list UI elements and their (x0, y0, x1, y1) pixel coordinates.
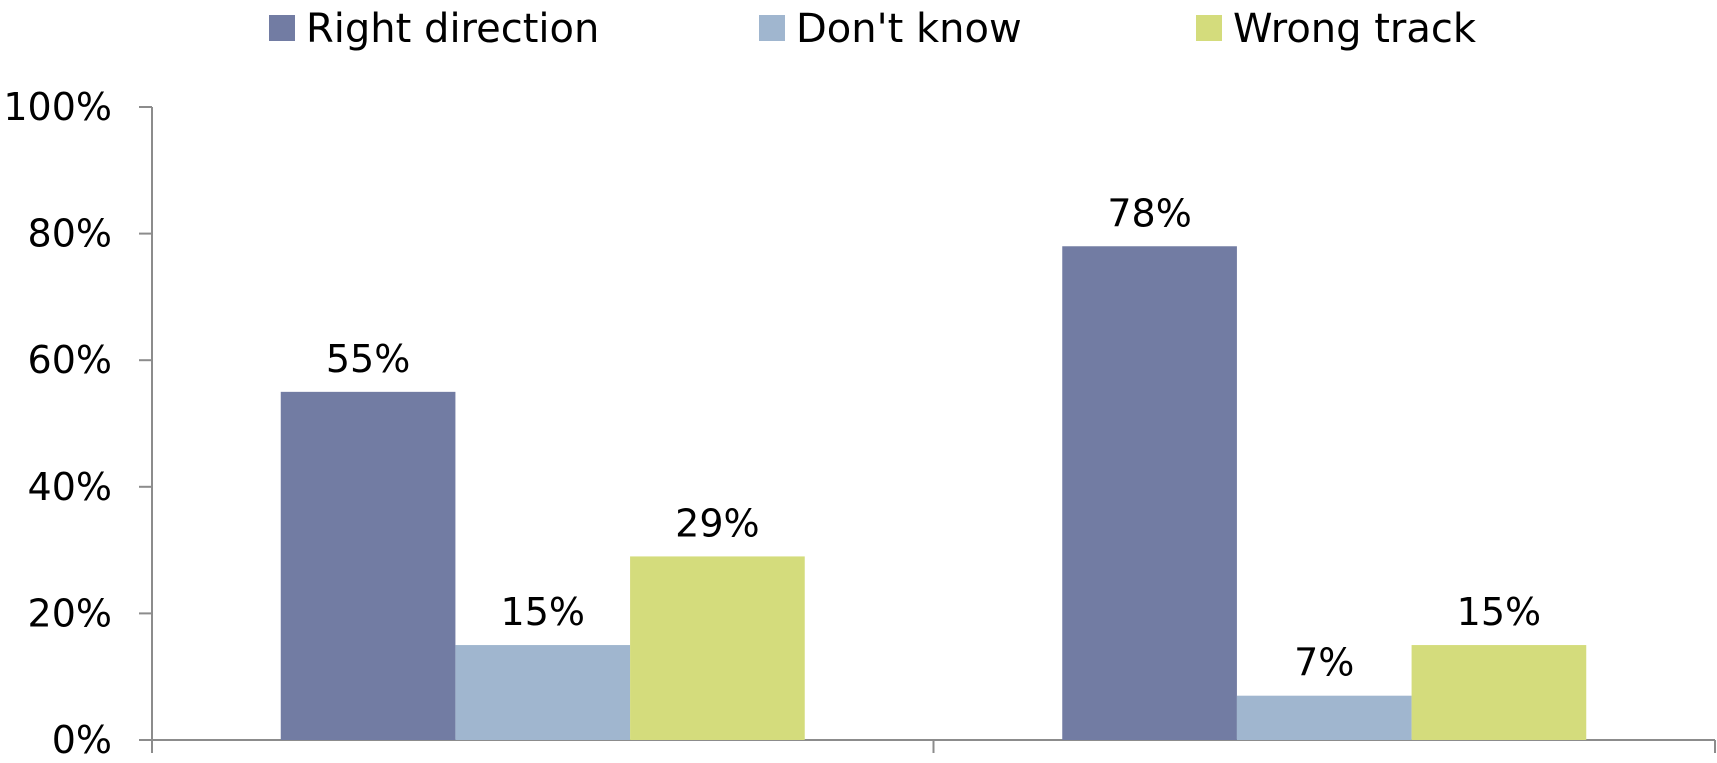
bar (1411, 645, 1587, 740)
bars (280, 246, 1587, 740)
data-labels: 55% 78% 15% 7% 29% 15% (326, 191, 1541, 684)
data-label: 29% (675, 501, 759, 545)
data-label: 15% (501, 590, 585, 634)
bar (455, 645, 631, 740)
data-label: 55% (326, 337, 410, 381)
legend-item: Right direction (269, 6, 599, 52)
bar (630, 556, 805, 740)
bar (1236, 695, 1412, 740)
data-label: 7% (1294, 641, 1354, 685)
y-tick-label: 100% (3, 85, 112, 129)
bar (1062, 246, 1237, 740)
legend-swatch (759, 15, 785, 41)
data-label: 78% (1107, 191, 1191, 235)
data-label: 15% (1457, 590, 1541, 634)
bar (280, 391, 456, 740)
legend-swatch (1196, 15, 1222, 41)
legend-swatch (269, 15, 295, 41)
legend: Right direction Don't know Wrong track (269, 6, 1477, 52)
axes: 0% 20% 40% 60% 80% 100% (3, 85, 1716, 762)
y-tick-label: 20% (28, 591, 112, 635)
legend-label: Right direction (306, 6, 599, 52)
legend-label: Wrong track (1233, 6, 1477, 52)
y-tick-label: 60% (28, 338, 112, 382)
legend-label: Don't know (796, 6, 1022, 52)
y-tick-label: 40% (28, 465, 112, 509)
legend-item: Wrong track (1196, 6, 1477, 52)
legend-item: Don't know (759, 6, 1022, 52)
y-tick-label: 80% (28, 212, 112, 256)
y-tick-label: 0% (52, 718, 112, 759)
